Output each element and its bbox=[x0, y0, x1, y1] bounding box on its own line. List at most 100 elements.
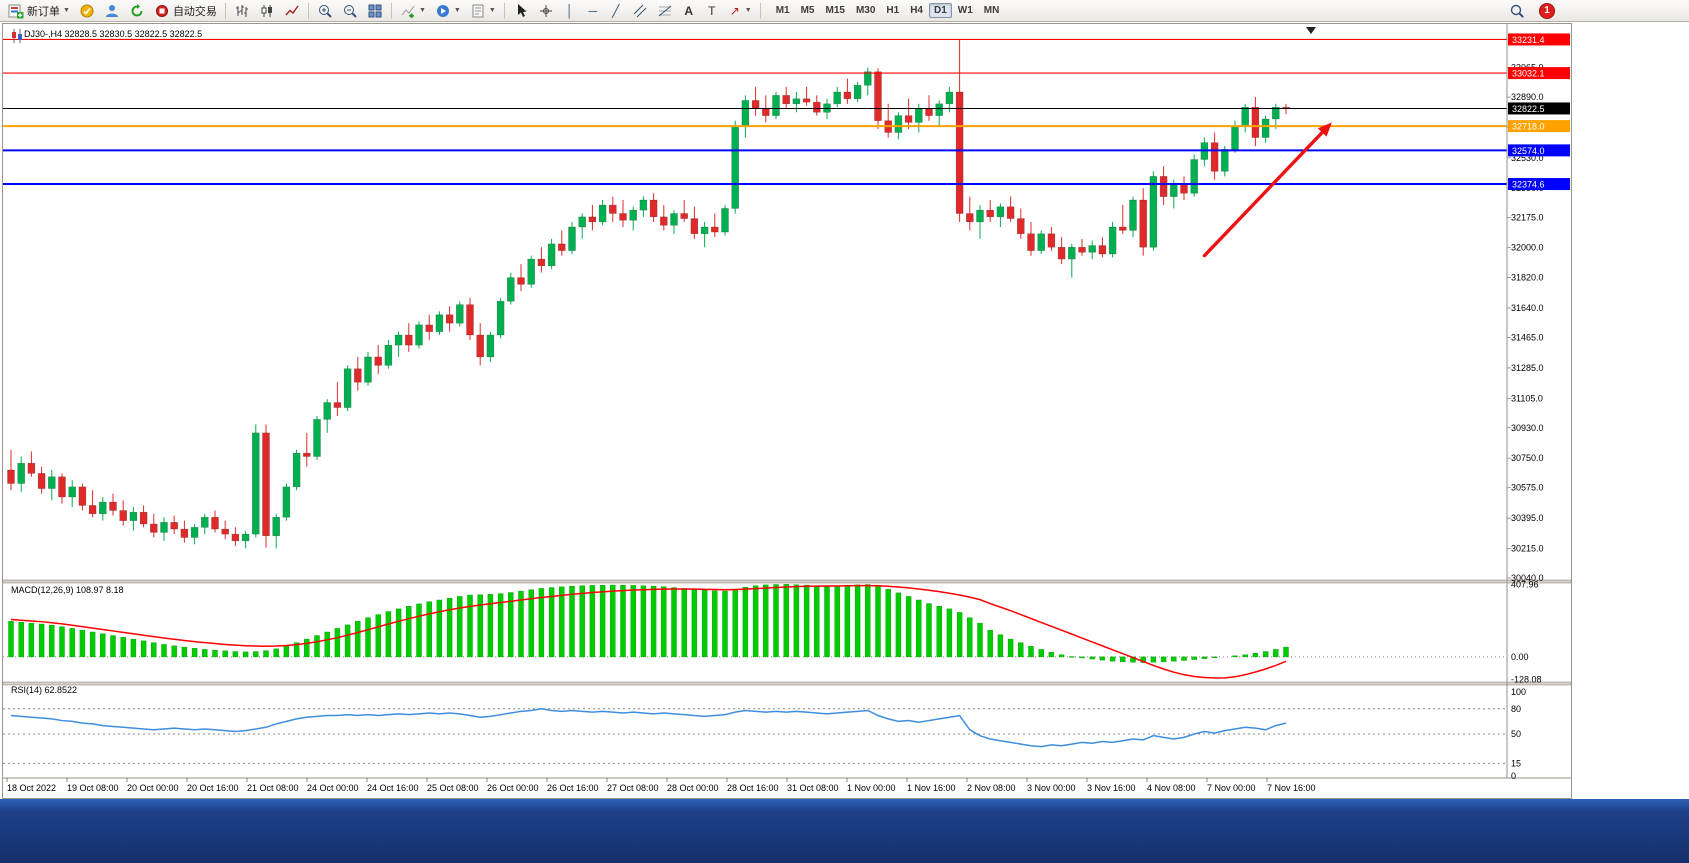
time-axis[interactable]: 18 Oct 2022 19 Oct 08:00 20 Oct 00:00 20 Oc… bbox=[6, 778, 1316, 793]
timeframe-mn[interactable]: MN bbox=[983, 5, 1000, 16]
svg-text:15: 15 bbox=[1511, 758, 1521, 768]
timeframe-m15[interactable]: M15 bbox=[825, 5, 845, 16]
svg-text:18 Oct 2022: 18 Oct 2022 bbox=[7, 783, 56, 793]
search-icon bbox=[1509, 3, 1525, 19]
svg-text:27 Oct 08:00: 27 Oct 08:00 bbox=[607, 783, 659, 793]
svg-text:3 Nov 16:00: 3 Nov 16:00 bbox=[1087, 783, 1136, 793]
text-button[interactable]: A bbox=[678, 1, 700, 21]
text-label-button[interactable]: T bbox=[701, 1, 723, 21]
timeframe-group: M1 M5 M15 M30 H1 H4 D1 W1 MN bbox=[771, 3, 1005, 18]
rsi-pane bbox=[3, 708, 1507, 764]
svg-text:33032.1: 33032.1 bbox=[1512, 69, 1545, 79]
toolbar-separator bbox=[307, 2, 309, 19]
timeframe-m30[interactable]: M30 bbox=[855, 5, 876, 16]
indicators-button[interactable]: ▼ bbox=[396, 1, 430, 21]
svg-text:30575.0: 30575.0 bbox=[1511, 483, 1544, 493]
svg-text:20 Oct 16:00: 20 Oct 16:00 bbox=[187, 783, 239, 793]
svg-text:0.00: 0.00 bbox=[1511, 652, 1529, 662]
svg-text:32822.5: 32822.5 bbox=[1512, 104, 1545, 114]
svg-text:31465.0: 31465.0 bbox=[1511, 333, 1544, 343]
svg-text:4 Nov 08:00: 4 Nov 08:00 bbox=[1147, 783, 1196, 793]
zoom-out-button[interactable] bbox=[338, 1, 362, 21]
timeframe-m5[interactable]: M5 bbox=[800, 5, 815, 16]
crosshair-button[interactable] bbox=[534, 1, 558, 21]
svg-text:-128.08: -128.08 bbox=[1511, 675, 1542, 685]
svg-text:32718.0: 32718.0 bbox=[1512, 122, 1545, 132]
horizontal-line-button[interactable]: ─ bbox=[582, 1, 604, 21]
bar-chart-icon bbox=[234, 3, 250, 19]
svg-text:28 Oct 16:00: 28 Oct 16:00 bbox=[727, 783, 779, 793]
chevron-down-icon: ▼ bbox=[63, 7, 70, 14]
search-button[interactable] bbox=[1505, 1, 1529, 21]
zoom-in-button[interactable] bbox=[313, 1, 337, 21]
svg-text:0: 0 bbox=[1511, 771, 1516, 781]
indicators-icon bbox=[400, 3, 416, 19]
svg-text:31640.0: 31640.0 bbox=[1511, 303, 1544, 313]
refresh-button[interactable] bbox=[125, 1, 149, 21]
crosshair-icon bbox=[538, 3, 554, 19]
cursor-button[interactable] bbox=[509, 1, 533, 21]
zoom-in-icon bbox=[317, 3, 333, 19]
svg-text:19 Oct 08:00: 19 Oct 08:00 bbox=[67, 783, 119, 793]
chart-symbol-icon bbox=[9, 28, 22, 43]
terminal-button[interactable] bbox=[75, 1, 99, 21]
price-line-label: 33032.1 bbox=[1508, 67, 1570, 80]
autoscroll-button[interactable]: ▼ bbox=[431, 1, 465, 21]
svg-text:31285.0: 31285.0 bbox=[1511, 363, 1544, 373]
toolbar-right-group: 1 bbox=[1505, 1, 1685, 21]
svg-text:32000.0: 32000.0 bbox=[1511, 242, 1544, 252]
cursor-icon bbox=[513, 3, 529, 19]
chart-info-line: DJ30-,H4 32828.5 32830.5 32822.5 32822.5 bbox=[9, 28, 202, 43]
chart-canvas[interactable]: 33065.032890.032710.032530.032350.032175… bbox=[2, 24, 1572, 798]
svg-text:30930.0: 30930.0 bbox=[1511, 423, 1544, 433]
new-order-button[interactable]: 新订单 ▼ bbox=[4, 1, 74, 21]
svg-text:28 Oct 00:00: 28 Oct 00:00 bbox=[667, 783, 719, 793]
arrows-button[interactable]: ↗ ▼ bbox=[724, 1, 756, 21]
vertical-line-icon: │ bbox=[566, 3, 574, 18]
timeframe-m1[interactable]: M1 bbox=[775, 5, 790, 16]
line-chart-button[interactable] bbox=[280, 1, 304, 21]
notification-badge[interactable]: 1 bbox=[1539, 2, 1555, 19]
trendline-button[interactable]: ╱ bbox=[605, 1, 627, 21]
chart-window[interactable]: 33065.032890.032710.032530.032350.032175… bbox=[2, 23, 1572, 799]
price-axis[interactable]: 33065.032890.032710.032530.032350.032175… bbox=[1507, 33, 1570, 781]
text-label-icon: T bbox=[708, 3, 716, 18]
timeframe-h4[interactable]: H4 bbox=[910, 5, 923, 16]
price-line-label: 33231.4 bbox=[1508, 33, 1570, 46]
svg-text:32890.0: 32890.0 bbox=[1511, 92, 1544, 102]
toolbar-separator bbox=[759, 2, 761, 19]
chart-shift-marker[interactable] bbox=[1306, 27, 1316, 34]
fibonacci-button[interactable] bbox=[653, 1, 677, 21]
svg-text:25 Oct 08:00: 25 Oct 08:00 bbox=[427, 783, 479, 793]
toolbar-separator bbox=[503, 2, 505, 19]
horizontal-line-icon: ─ bbox=[588, 3, 597, 18]
templates-button[interactable]: ▼ bbox=[466, 1, 500, 21]
channel-button[interactable] bbox=[628, 1, 652, 21]
timeframe-h1[interactable]: H1 bbox=[886, 5, 900, 16]
svg-text:26 Oct 16:00: 26 Oct 16:00 bbox=[547, 783, 599, 793]
bar-chart-button[interactable] bbox=[230, 1, 254, 21]
tile-windows-icon bbox=[367, 3, 383, 19]
autotrade-label: 自动交易 bbox=[172, 5, 217, 18]
top-toolbar: 新订单 ▼ 自动交易 ▼ ▼ ▼ bbox=[0, 0, 1689, 22]
svg-text:31105.0: 31105.0 bbox=[1511, 393, 1543, 403]
price-lines[interactable] bbox=[3, 38, 1507, 186]
tile-windows-button[interactable] bbox=[363, 1, 387, 21]
autotrade-button[interactable]: 自动交易 bbox=[150, 1, 221, 21]
zoom-out-icon bbox=[342, 3, 358, 19]
timeframe-w1[interactable]: W1 bbox=[957, 5, 973, 16]
candlestick-chart-button[interactable] bbox=[255, 1, 279, 21]
timeframe-d1[interactable]: D1 bbox=[929, 3, 952, 18]
svg-text:407.96: 407.96 bbox=[1511, 579, 1539, 589]
svg-text:33231.4: 33231.4 bbox=[1512, 35, 1545, 45]
trend-arrow-annotation[interactable] bbox=[1202, 122, 1332, 258]
vertical-line-button[interactable]: │ bbox=[559, 1, 581, 21]
svg-text:1 Nov 00:00: 1 Nov 00:00 bbox=[847, 783, 896, 793]
chevron-down-icon: ▼ bbox=[418, 7, 426, 14]
taskbar[interactable] bbox=[0, 799, 1689, 863]
text-icon: A bbox=[684, 3, 694, 18]
contacts-button[interactable] bbox=[100, 1, 124, 21]
svg-text:20 Oct 00:00: 20 Oct 00:00 bbox=[127, 783, 179, 793]
svg-text:30395.0: 30395.0 bbox=[1511, 513, 1544, 523]
candlestick-series[interactable] bbox=[7, 39, 1290, 549]
